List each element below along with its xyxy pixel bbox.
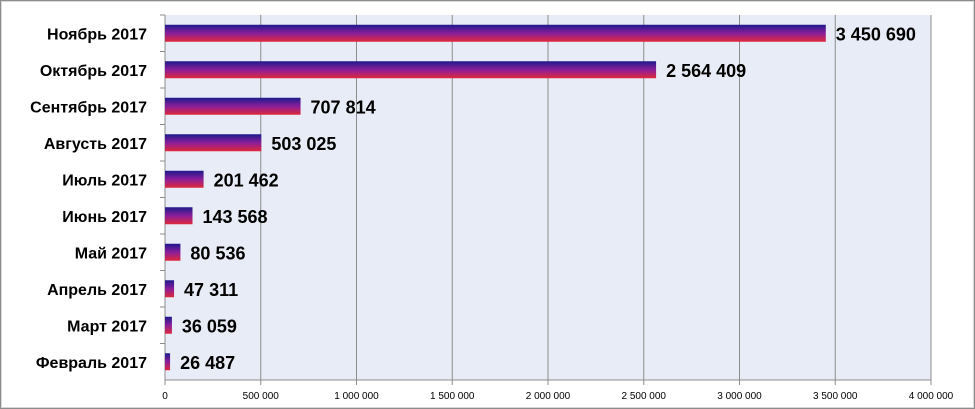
bar — [165, 61, 657, 79]
data-label: 26 487 — [180, 353, 235, 373]
data-label: 47 311 — [184, 280, 238, 300]
category-label: Ноябрь 2017 — [47, 26, 147, 43]
data-label: 2 564 409 — [666, 61, 746, 81]
category-label: Апрель 2017 — [47, 282, 147, 299]
data-label: 707 814 — [311, 97, 376, 117]
bar — [165, 280, 175, 298]
category-label: Сентябрь 2017 — [30, 99, 147, 116]
bar — [165, 207, 193, 225]
category-label: Июнь 2017 — [62, 209, 147, 226]
bar — [165, 97, 301, 115]
data-label: 36 059 — [182, 316, 237, 336]
bar — [165, 243, 181, 261]
bars — [165, 24, 826, 371]
data-label: 3 450 690 — [836, 24, 916, 44]
data-label: 143 568 — [202, 207, 267, 227]
category-label: Июль 2017 — [62, 172, 147, 189]
x-tick-label: 0 — [162, 391, 168, 402]
x-tick-label: 3 000 000 — [717, 391, 762, 402]
bar — [165, 170, 204, 188]
x-tick-label: 2 500 000 — [622, 391, 667, 402]
data-label: 80 536 — [190, 243, 245, 263]
bar — [165, 134, 262, 152]
category-label: Февраль 2017 — [36, 355, 147, 372]
data-label: 503 025 — [271, 134, 336, 154]
x-tick-label: 3 500 000 — [813, 391, 858, 402]
x-tick-label: 2 000 000 — [526, 391, 571, 402]
bar — [165, 24, 826, 42]
x-tick-label: 1 500 000 — [430, 391, 475, 402]
category-label: Октябрь 2017 — [40, 63, 147, 80]
x-tick-label: 500 000 — [243, 391, 280, 402]
x-tick-label: 1 000 000 — [334, 391, 379, 402]
category-label: Март 2017 — [67, 318, 147, 335]
bar — [165, 316, 172, 334]
category-label: Августь 2017 — [44, 136, 147, 153]
labels: 0 500 000 1 000 000 1 500 000 2 000 000 2 500… — [30, 24, 954, 402]
bar — [165, 353, 171, 371]
category-label: Май 2017 — [75, 245, 147, 262]
x-tick-label: 4 000 000 — [909, 391, 954, 402]
data-label: 201 462 — [214, 170, 279, 190]
